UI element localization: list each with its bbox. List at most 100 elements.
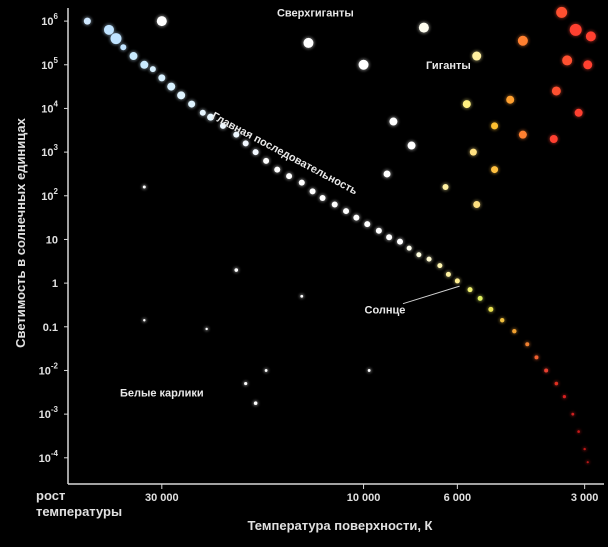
star-point [319, 194, 326, 201]
annotation-white-dwarfs: Белые карлики [120, 388, 204, 400]
star-point [309, 188, 316, 195]
star-point [534, 355, 539, 360]
star-point [303, 37, 314, 48]
star-point [158, 74, 166, 82]
star-point [467, 287, 473, 293]
star-point [491, 166, 499, 174]
y-tick-label: 102 [41, 187, 58, 203]
y-axis-label: Светимость в солнечных единицах [13, 117, 28, 348]
x-tick-label: 10 000 [347, 492, 381, 504]
star-point [569, 23, 582, 36]
star-point [286, 173, 293, 180]
star-point [525, 342, 530, 347]
annotation-giants: Гиганты [426, 60, 471, 72]
star-point [583, 447, 586, 451]
star-point [367, 369, 371, 372]
x-tick-label: 6 000 [444, 492, 472, 504]
star-point [577, 430, 580, 433]
star-point [462, 100, 471, 109]
star-point [491, 122, 499, 130]
star-point [300, 294, 304, 298]
star-point [551, 86, 561, 96]
y-tick-label: 106 [41, 12, 58, 28]
star-point [407, 141, 416, 150]
star-point [477, 295, 483, 301]
annotation-sun: Солнце [365, 305, 406, 317]
star-point [242, 140, 249, 147]
star-point [386, 234, 393, 241]
star-point [143, 319, 146, 322]
y-tick-label: 10-2 [39, 361, 59, 377]
star-point [331, 201, 338, 208]
star-point [207, 113, 215, 121]
star-point [244, 381, 248, 386]
star-point [343, 208, 350, 215]
star-point [383, 170, 391, 178]
star-point [562, 395, 566, 399]
star-point [586, 461, 589, 464]
x-tick-label: 30 000 [145, 492, 179, 504]
y-tick-label: 103 [41, 143, 58, 159]
star-point [574, 108, 583, 117]
star-point [110, 33, 122, 45]
star-point [149, 66, 156, 73]
star-point [167, 82, 176, 91]
star-point [156, 16, 167, 27]
star-point [517, 35, 528, 46]
star-point [188, 100, 196, 108]
star-point [353, 214, 360, 221]
star-point [556, 6, 568, 18]
stars-layer [82, 5, 598, 465]
y-tick-label: 105 [41, 56, 58, 72]
star-point [129, 52, 138, 61]
y-tick-label: 10-4 [39, 449, 59, 465]
star-point [469, 148, 477, 156]
star-point [120, 44, 127, 51]
star-point [396, 238, 403, 245]
star-point [472, 51, 482, 61]
star-point [177, 91, 186, 100]
star-point [83, 17, 91, 25]
star-point [454, 278, 460, 284]
star-point [199, 109, 206, 116]
temperature-direction-label: рост температуры [36, 488, 122, 519]
star-point [358, 59, 369, 70]
star-point [364, 221, 371, 228]
star-point [426, 256, 432, 262]
star-point [562, 55, 573, 66]
star-point [500, 318, 505, 323]
x-ticks: 30 000 10 000 6 000 3 000 [145, 484, 598, 504]
star-point [518, 130, 527, 139]
sun-pointer-line [402, 285, 460, 305]
star-point [389, 117, 398, 126]
star-point [445, 271, 451, 277]
star-point [252, 149, 259, 156]
star-point [512, 328, 517, 334]
annotation-supergiants: Сверхгиганты [277, 8, 354, 20]
star-point [554, 381, 559, 386]
star-point [253, 401, 258, 406]
star-point [140, 60, 149, 69]
star-point [473, 201, 481, 209]
star-point [416, 252, 422, 258]
star-point [418, 22, 429, 33]
star-point [274, 166, 281, 173]
star-point [103, 24, 114, 35]
y-tick-label: 104 [41, 99, 58, 115]
star-point [233, 131, 240, 138]
star-point [142, 185, 146, 189]
y-tick-label: 10 [46, 234, 58, 246]
star-point [263, 157, 270, 164]
star-point [442, 184, 449, 191]
y-tick-label: 0.1 [43, 322, 58, 334]
star-point [583, 60, 593, 70]
y-tick-label: 1 [52, 278, 58, 290]
y-tick-label: 10-3 [39, 405, 59, 421]
star-point [375, 227, 382, 234]
star-point [205, 327, 208, 331]
x-tick-label: 3 000 [571, 492, 599, 504]
star-point [219, 122, 226, 129]
